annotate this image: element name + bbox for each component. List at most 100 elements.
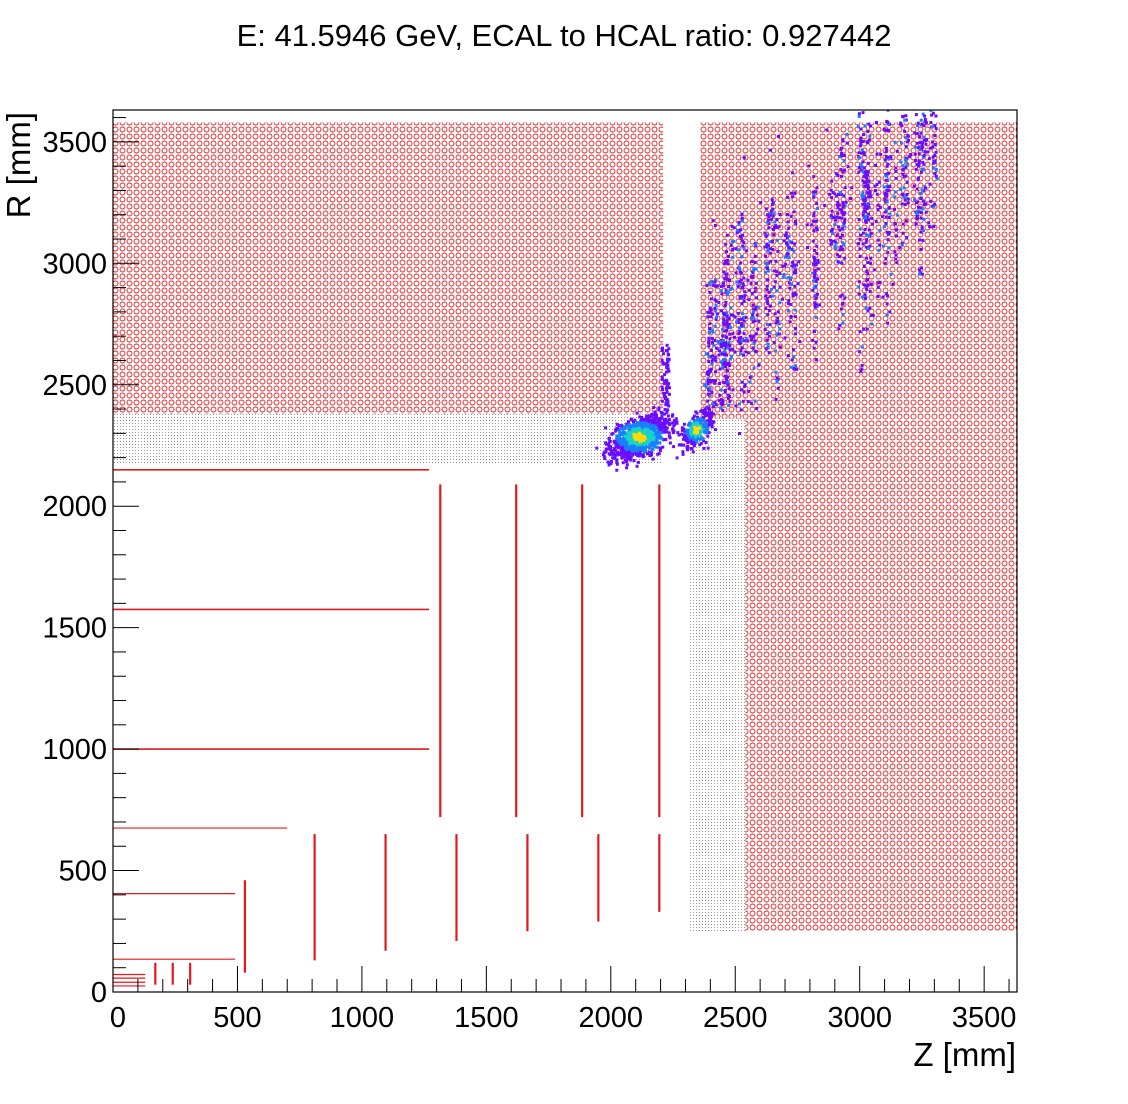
hit-ecal-endcap-core — [693, 429, 696, 432]
hit-hcal-shower — [794, 219, 797, 223]
hit-hcal-shower — [727, 341, 731, 345]
hit-hcal-shower — [915, 141, 919, 145]
y-tick-label: 3500 — [42, 127, 107, 159]
hit-hcal-shower — [887, 246, 891, 250]
hit-hcal-shower — [742, 324, 746, 328]
hit-hcal-shower — [860, 165, 864, 169]
hit-hcal-shower — [922, 73, 925, 76]
hit-hcal-shower — [707, 344, 711, 348]
hit-ecal-endcap-core — [707, 431, 711, 435]
hit-hcal-shower — [858, 162, 862, 166]
hit-hcal-shower — [929, 146, 933, 150]
hit-hcal-shower — [906, 201, 910, 205]
hit-hcal-shower — [861, 213, 865, 217]
hit-hcal-shower — [707, 360, 711, 363]
hit-ecal-endcap-core — [699, 429, 702, 433]
hit-hcal-shower — [926, 150, 930, 154]
hit-hcal-shower — [737, 228, 741, 232]
hit-ecal-barrel-core — [675, 420, 679, 424]
hit-hcal-shower — [932, 161, 936, 165]
hit-ecal-barrel-core — [601, 453, 605, 457]
hit-ecal-barrel-core — [611, 432, 615, 436]
hit-hcal-shower — [840, 211, 844, 214]
hit-ecal-barrel-core — [634, 430, 638, 434]
hit-hcal-shower — [857, 292, 861, 296]
hit-ecal-endcap-core — [699, 442, 703, 445]
hit-hcal-shower — [830, 196, 834, 200]
hit-ecal-barrel-core — [653, 421, 657, 424]
hit-hcal-shower — [885, 292, 889, 296]
hit-ecal-endcap-core — [693, 425, 697, 429]
hit-ecal-barrel-core — [649, 443, 653, 447]
hit-ecal-barrel-core — [659, 447, 663, 450]
hit-hcal-shower — [740, 321, 744, 325]
hit-ecal-barrel-core — [640, 439, 643, 443]
hit-hcal-shower — [812, 211, 816, 215]
hit-hcal-shower — [731, 314, 735, 317]
hit-hcal-shower — [840, 151, 843, 155]
hit-hcal-shower — [778, 285, 782, 289]
hit-hcal-shower — [837, 203, 841, 207]
hit-hcal-shower — [861, 231, 865, 235]
hit-ecal-barrel-core — [653, 410, 657, 414]
hit-hcal-shower — [859, 168, 863, 172]
hit-hcal-shower — [849, 197, 852, 201]
hit-ecal-barrel-core — [615, 468, 619, 472]
hit-hcal-shower — [857, 218, 861, 221]
hit-hcal-shower — [738, 342, 742, 345]
hit-hcal-shower — [922, 138, 926, 142]
hit-ecal-barrel-core — [618, 437, 622, 441]
hit-hcal-shower — [915, 212, 919, 216]
hit-hcal-shower — [731, 388, 735, 392]
hit-hcal-shower — [765, 261, 769, 265]
hit-hcal-shower — [933, 154, 937, 157]
hit-hcal-shower — [713, 278, 717, 282]
hit-hcal-shower — [921, 188, 925, 192]
hit-hcal-shower — [767, 226, 771, 230]
hit-ecal-barrel-core — [648, 431, 652, 435]
hit-ecal-barrel-core — [652, 406, 656, 409]
hit-hcal-shower — [667, 369, 671, 373]
hit-hcal-shower — [866, 185, 870, 189]
hit-hcal-shower — [874, 220, 878, 224]
hit-hcal-shower — [917, 176, 920, 180]
hit-hcal-shower — [869, 195, 873, 199]
hit-ecal-barrel-core — [617, 424, 621, 427]
hit-hcal-shower — [713, 280, 717, 284]
hit-ecal-endcap-core — [700, 436, 703, 440]
hit-hcal-shower — [793, 265, 796, 269]
hit-hcal-shower — [766, 248, 770, 252]
hit-hcal-shower — [906, 197, 910, 201]
hit-hcal-shower — [704, 385, 708, 389]
hit-ecal-barrel-core — [662, 430, 666, 434]
hit-hcal-shower — [775, 333, 779, 337]
hit-hcal-shower — [737, 339, 741, 343]
hit-hcal-shower — [816, 267, 820, 271]
hit-hcal-shower — [893, 140, 897, 144]
hit-ecal-endcap-core — [682, 433, 686, 437]
hit-ecal-barrel-core — [666, 414, 670, 418]
hit-hcal-shower — [728, 399, 732, 403]
hit-hcal-shower — [930, 95, 933, 98]
hit-hcal-shower — [664, 349, 668, 353]
hit-hcal-shower — [709, 349, 713, 352]
hit-hcal-shower — [875, 152, 879, 156]
hit-hcal-shower — [863, 204, 867, 208]
hit-hcal-shower — [869, 282, 873, 286]
hit-hcal-shower — [723, 303, 727, 307]
hit-hcal-shower — [705, 284, 709, 288]
hit-hcal-shower — [812, 229, 816, 233]
hit-hcal-shower — [730, 240, 734, 244]
hit-hcal-shower — [918, 141, 922, 145]
hit-hcal-shower — [714, 304, 718, 307]
hit-hcal-shower — [868, 306, 872, 310]
hit-hcal-shower — [746, 339, 750, 343]
hit-hcal-shower — [740, 312, 744, 316]
hit-hcal-shower — [769, 209, 773, 213]
hit-hcal-shower — [894, 166, 898, 170]
hit-ecal-barrel-core — [674, 417, 678, 421]
hit-hcal-shower — [913, 131, 917, 135]
hit-hcal-shower — [792, 263, 796, 267]
hit-ecal-barrel-core — [642, 455, 646, 459]
hit-hcal-shower — [752, 366, 756, 370]
